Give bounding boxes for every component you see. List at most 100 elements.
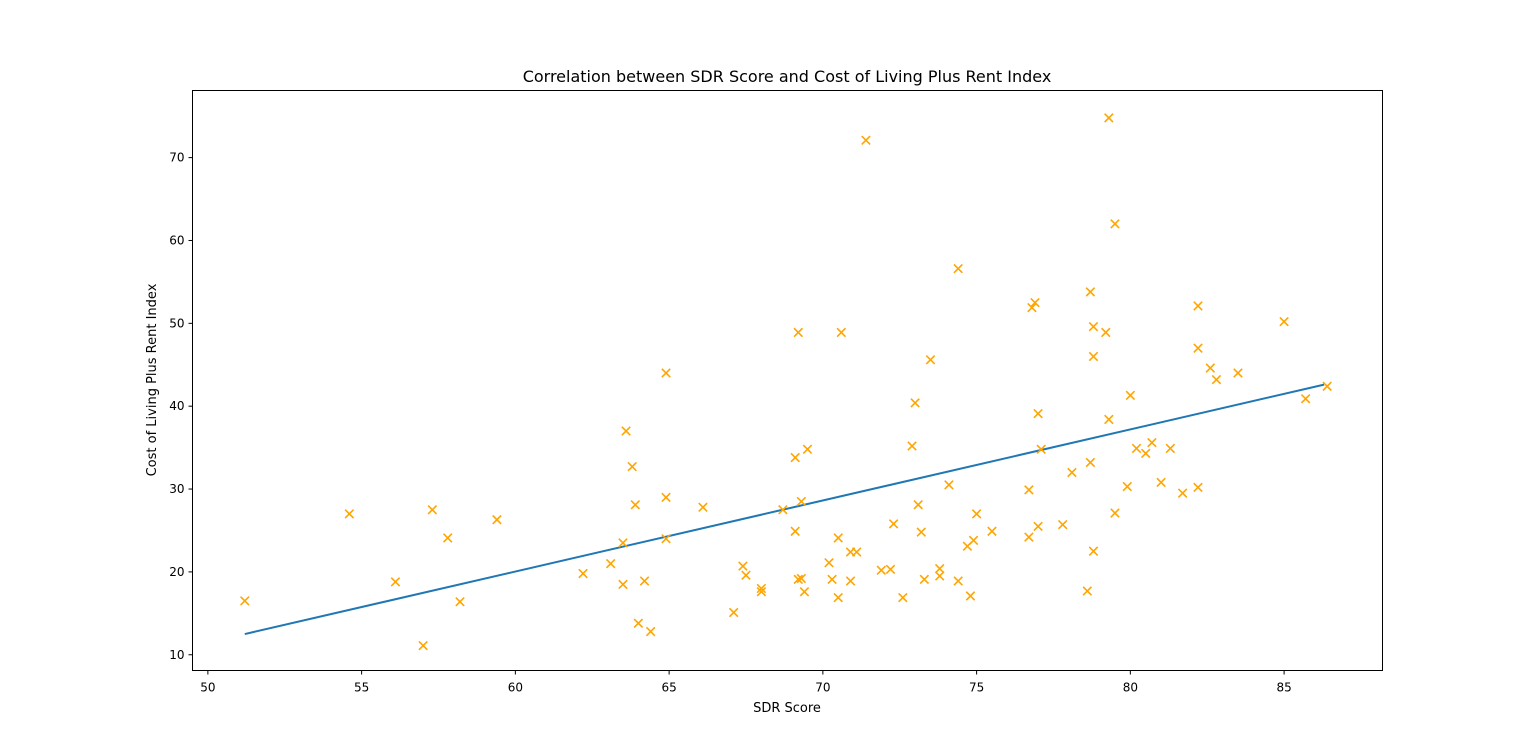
data-point bbox=[1088, 351, 1099, 362]
x-tick-label: 75 bbox=[969, 681, 984, 695]
data-point bbox=[953, 576, 963, 586]
data-point bbox=[1033, 521, 1043, 532]
data-point bbox=[605, 558, 616, 569]
data-point bbox=[1193, 482, 1203, 493]
data-point bbox=[455, 596, 465, 607]
data-point bbox=[802, 444, 813, 455]
x-tick-label: 50 bbox=[200, 681, 215, 695]
data-point bbox=[885, 564, 896, 575]
data-point bbox=[790, 452, 800, 463]
x-axis-label: SDR Score bbox=[753, 701, 821, 716]
data-point bbox=[1193, 301, 1203, 311]
data-point bbox=[442, 533, 453, 543]
data-point bbox=[971, 509, 982, 519]
data-point bbox=[799, 587, 810, 597]
y-tick-label: 40 bbox=[169, 399, 184, 413]
data-point bbox=[1211, 374, 1222, 385]
data-point bbox=[796, 573, 807, 584]
data-point bbox=[1131, 443, 1142, 454]
data-point bbox=[916, 527, 927, 537]
data-point bbox=[1156, 477, 1166, 488]
data-point bbox=[1104, 414, 1114, 425]
x-axis: 50 55 60 65 70 75 80 85 bbox=[200, 670, 1292, 695]
data-point bbox=[968, 535, 979, 546]
x-tick-label: 80 bbox=[1123, 681, 1138, 695]
data-point bbox=[793, 327, 804, 338]
data-point bbox=[639, 576, 650, 586]
data-point bbox=[1100, 327, 1111, 338]
data-point bbox=[953, 263, 963, 274]
data-point bbox=[1110, 508, 1120, 518]
data-point bbox=[1193, 343, 1203, 353]
data-point bbox=[427, 504, 438, 515]
data-point bbox=[934, 571, 945, 581]
data-point bbox=[661, 533, 671, 544]
data-point bbox=[633, 618, 644, 629]
data-point bbox=[756, 583, 767, 594]
data-point bbox=[965, 591, 976, 601]
data-point bbox=[698, 502, 708, 513]
y-tick-label: 70 bbox=[169, 151, 184, 165]
data-point bbox=[630, 500, 641, 510]
data-point bbox=[845, 576, 856, 586]
data-point bbox=[1165, 443, 1176, 454]
data-point bbox=[987, 526, 997, 537]
data-point bbox=[1024, 532, 1034, 542]
data-point bbox=[390, 577, 401, 587]
x-tick-label: 65 bbox=[661, 681, 676, 695]
data-point bbox=[851, 547, 862, 557]
data-point bbox=[1088, 321, 1099, 332]
data-point bbox=[578, 568, 588, 579]
data-point bbox=[240, 596, 250, 606]
data-point bbox=[778, 504, 788, 515]
data-point bbox=[661, 368, 671, 378]
data-point bbox=[1322, 381, 1332, 392]
data-point bbox=[833, 533, 844, 543]
data-point bbox=[618, 579, 628, 590]
data-point bbox=[876, 565, 887, 576]
data-point bbox=[898, 592, 908, 603]
data-point bbox=[833, 592, 844, 603]
data-point bbox=[756, 587, 767, 597]
data-point bbox=[1177, 488, 1188, 498]
data-point bbox=[1125, 390, 1136, 401]
data-point bbox=[888, 519, 899, 529]
x-tick-label: 70 bbox=[815, 681, 830, 695]
y-tick-label: 60 bbox=[169, 233, 184, 247]
data-point bbox=[1300, 393, 1311, 404]
data-point bbox=[1122, 481, 1133, 492]
data-point bbox=[1085, 457, 1096, 468]
data-point bbox=[944, 480, 954, 490]
data-point bbox=[1140, 448, 1151, 459]
y-tick-label: 20 bbox=[169, 565, 184, 579]
data-point bbox=[1088, 546, 1099, 556]
data-point bbox=[1057, 519, 1068, 530]
data-point bbox=[1082, 586, 1093, 596]
plot-frame bbox=[192, 90, 1383, 671]
data-point bbox=[1233, 368, 1243, 378]
data-point bbox=[827, 574, 837, 585]
data-point bbox=[344, 509, 355, 519]
data-point bbox=[661, 492, 671, 503]
x-tick-label: 85 bbox=[1276, 681, 1291, 695]
data-point bbox=[1067, 467, 1077, 478]
data-point bbox=[618, 538, 628, 548]
y-tick-label: 30 bbox=[169, 482, 184, 496]
data-point bbox=[824, 558, 834, 568]
data-point bbox=[418, 640, 428, 651]
y-axis-label: Cost of Living Plus Rent Index bbox=[145, 283, 160, 476]
data-point bbox=[1024, 485, 1034, 495]
data-point bbox=[1036, 444, 1046, 455]
data-point bbox=[1104, 113, 1114, 123]
data-point bbox=[919, 574, 930, 585]
data-point bbox=[738, 561, 748, 571]
plot-area bbox=[192, 90, 1383, 671]
x-tick-label: 55 bbox=[354, 681, 369, 695]
data-point bbox=[1110, 219, 1120, 229]
y-axis: 10 20 30 40 50 60 70 bbox=[169, 151, 193, 662]
data-point bbox=[910, 398, 920, 408]
data-point bbox=[728, 607, 739, 618]
data-point bbox=[790, 526, 800, 537]
y-tick-label: 50 bbox=[169, 316, 184, 330]
